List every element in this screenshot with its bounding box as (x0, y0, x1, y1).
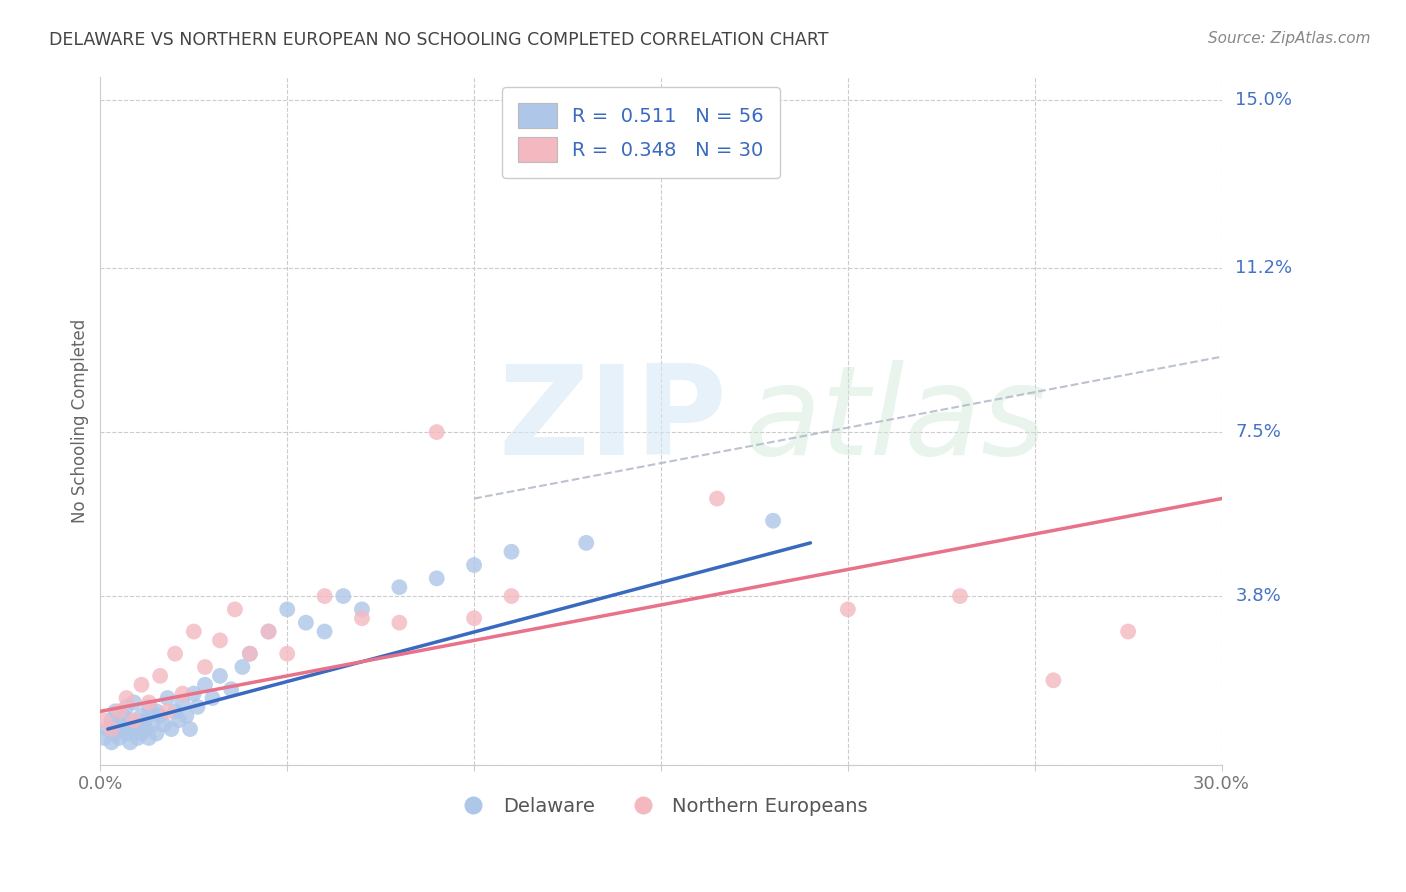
Point (1042, 673, 1064, 688)
Point (463, 611, 485, 625)
Point (108, 717, 131, 731)
Point (172, 696, 194, 710)
Point (145, 726, 167, 740)
Point (122, 713, 145, 727)
Point (97, 722, 120, 736)
Point (115, 699, 138, 714)
Point (183, 624, 205, 639)
Point (388, 615, 411, 630)
Point (949, 589, 972, 603)
Point (501, 589, 523, 603)
Point (314, 624, 336, 639)
Point (134, 722, 156, 736)
Point (350, 602, 373, 616)
Text: DELAWARE VS NORTHERN EUROPEAN NO SCHOOLING COMPLETED CORRELATION CHART: DELAWARE VS NORTHERN EUROPEAN NO SCHOOLI… (49, 31, 828, 49)
Point (276, 602, 298, 616)
Point (219, 682, 242, 697)
Point (104, 726, 127, 740)
Point (138, 731, 160, 745)
Point (108, 704, 131, 718)
Text: 11.2%: 11.2% (1236, 259, 1292, 277)
Point (93, 713, 115, 727)
Point (426, 571, 449, 585)
Point (122, 722, 145, 736)
Point (575, 536, 598, 550)
Text: 15.0%: 15.0% (1236, 91, 1292, 109)
Point (160, 722, 183, 736)
Point (127, 717, 149, 731)
Point (295, 615, 318, 630)
Point (463, 558, 485, 572)
Point (224, 602, 246, 616)
Point (138, 699, 160, 714)
Point (186, 699, 208, 714)
Point (426, 425, 449, 439)
Point (134, 713, 156, 727)
Point (314, 589, 336, 603)
Point (208, 669, 231, 683)
Point (131, 726, 153, 740)
Point (138, 696, 160, 710)
Point (100, 735, 122, 749)
Point (179, 722, 201, 736)
Point (706, 491, 728, 506)
Point (131, 678, 153, 692)
Point (108, 731, 131, 745)
Point (156, 704, 179, 718)
Point (388, 580, 411, 594)
Point (350, 611, 373, 625)
Y-axis label: No Schooling Completed: No Schooling Completed (72, 318, 89, 523)
Point (100, 722, 122, 736)
Point (172, 687, 194, 701)
Text: Source: ZipAtlas.com: Source: ZipAtlas.com (1208, 31, 1371, 46)
Point (149, 708, 172, 723)
Point (231, 660, 253, 674)
Point (100, 713, 122, 727)
Point (111, 722, 134, 736)
Point (165, 647, 187, 661)
Point (837, 602, 859, 616)
Point (257, 624, 280, 639)
Point (332, 589, 354, 603)
Point (239, 647, 262, 661)
Point (120, 713, 142, 727)
Point (165, 704, 187, 718)
Text: 3.8%: 3.8% (1236, 587, 1281, 605)
Point (120, 735, 142, 749)
Point (142, 717, 165, 731)
Point (145, 704, 167, 718)
Point (276, 647, 298, 661)
Point (167, 713, 190, 727)
Point (239, 647, 262, 661)
Point (208, 633, 231, 648)
Point (111, 708, 134, 723)
Point (156, 691, 179, 706)
Text: ZIP: ZIP (498, 360, 727, 482)
Point (93, 731, 115, 745)
Text: 7.5%: 7.5% (1236, 423, 1281, 441)
Point (153, 717, 176, 731)
Point (1116, 624, 1139, 639)
Point (115, 726, 138, 740)
Point (131, 708, 153, 723)
Point (501, 545, 523, 559)
Point (194, 660, 217, 674)
Point (575, 115, 598, 129)
Text: atlas: atlas (745, 360, 1047, 482)
Point (194, 678, 217, 692)
Point (104, 704, 127, 718)
Point (762, 514, 785, 528)
Point (183, 687, 205, 701)
Point (201, 691, 224, 706)
Point (257, 624, 280, 639)
Point (127, 731, 149, 745)
Point (176, 708, 198, 723)
Point (115, 691, 138, 706)
Point (149, 669, 172, 683)
Point (122, 696, 145, 710)
Legend: Delaware, Northern Europeans: Delaware, Northern Europeans (446, 789, 876, 823)
